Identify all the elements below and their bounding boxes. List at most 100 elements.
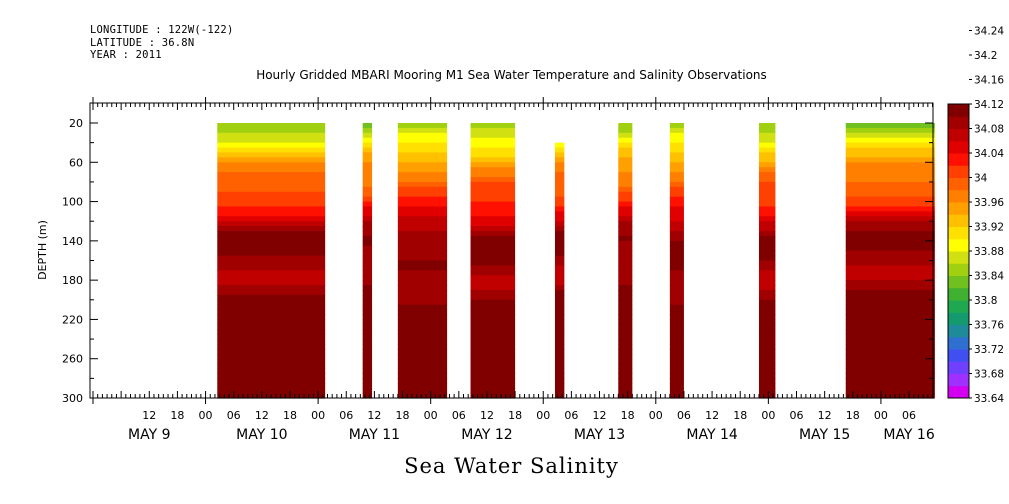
contour-band (217, 157, 326, 163)
contour-band (554, 378, 565, 384)
contour-band (845, 275, 935, 281)
contour-band (669, 383, 684, 389)
contour-band (362, 275, 373, 281)
contour-band (845, 177, 935, 183)
contour-band (845, 270, 935, 276)
contour-band (397, 393, 448, 399)
contour-band (217, 147, 326, 154)
contour-band (217, 152, 326, 158)
contour-band (845, 250, 935, 257)
contour-band (470, 226, 516, 232)
x-hour-label: 18 (733, 409, 747, 422)
contour-band (669, 162, 684, 168)
contour-band (618, 383, 633, 389)
contour-band (470, 388, 516, 394)
contour-band (397, 147, 448, 154)
contour-band (618, 289, 633, 296)
x-hour-label: 00 (199, 409, 213, 422)
contour-band (397, 181, 448, 188)
contour-band (554, 211, 565, 217)
contour-band (470, 265, 516, 271)
contour-band (845, 280, 935, 286)
data-segment (758, 123, 776, 399)
contour-band (397, 294, 448, 301)
contour-band (362, 226, 373, 232)
contour-band (669, 127, 684, 134)
contour-band (470, 201, 516, 208)
contour-band (362, 172, 373, 178)
contour-band (758, 285, 776, 291)
colorbar-swatch (948, 336, 969, 350)
contour-band (845, 186, 935, 193)
contour-band (845, 201, 935, 208)
contour-band (217, 270, 326, 276)
contour-band (618, 378, 633, 384)
contour-band (845, 221, 935, 227)
contour-band (217, 373, 326, 379)
contour-band (217, 177, 326, 183)
colorbar-swatch (948, 214, 969, 227)
x-hour-label: 18 (170, 409, 184, 422)
x-hour-label: 00 (311, 409, 325, 422)
contour-band (669, 142, 684, 149)
contour-band (758, 343, 776, 350)
contour-band (397, 162, 448, 168)
contour-band (669, 368, 684, 375)
x-hour-label: 12 (255, 409, 269, 422)
contour-band (554, 285, 565, 291)
contour-band (470, 270, 516, 276)
colorbar-swatch (948, 263, 969, 276)
contour-band (470, 348, 516, 355)
contour-band (554, 363, 565, 370)
colorbar-label: 33.88 (974, 246, 1004, 258)
contour-band (470, 186, 516, 193)
contour-band (554, 324, 565, 330)
contour-band (669, 348, 684, 355)
contour-band (758, 231, 776, 237)
contour-band (758, 191, 776, 198)
contour-band (669, 235, 684, 242)
contour-band (362, 393, 373, 399)
contour-band (669, 226, 684, 232)
contour-band (669, 299, 684, 306)
contour-band (669, 309, 684, 316)
x-hour-label: 06 (790, 409, 804, 422)
contour-band (669, 373, 684, 379)
contour-band (758, 265, 776, 271)
contour-band (758, 373, 776, 379)
x-hour-label: 00 (649, 409, 663, 422)
contour-band (217, 294, 326, 301)
contour-band (554, 152, 565, 158)
contour-band (362, 162, 373, 168)
data-segment (618, 123, 633, 399)
x-hour-label: 00 (424, 409, 438, 422)
contour-band (758, 309, 776, 316)
contour-band (217, 275, 326, 281)
contour-band (618, 231, 633, 237)
contour-band (845, 289, 935, 296)
contour-band (554, 299, 565, 306)
contour-band (618, 309, 633, 316)
contour-band (618, 226, 633, 232)
contour-band (554, 181, 565, 188)
contour-band (470, 172, 516, 178)
contour-band (618, 157, 633, 163)
colorbar-swatch (948, 300, 969, 313)
contour-band (669, 285, 684, 291)
contour-band (470, 314, 516, 321)
plot-frame (89, 102, 934, 399)
colorbar-swatch (948, 202, 969, 215)
contour-band (362, 343, 373, 350)
contour-band (758, 181, 776, 188)
data-segment (470, 123, 516, 399)
contour-band (217, 353, 326, 360)
contour-band (845, 388, 935, 394)
contour-band (470, 378, 516, 384)
contour-band (470, 152, 516, 158)
contour-band (554, 294, 565, 301)
contour-band (362, 186, 373, 193)
contour-band (362, 152, 373, 158)
contour-band (758, 147, 776, 154)
colorbar-label: 34.08 (974, 124, 1004, 136)
contour-band (397, 235, 448, 242)
